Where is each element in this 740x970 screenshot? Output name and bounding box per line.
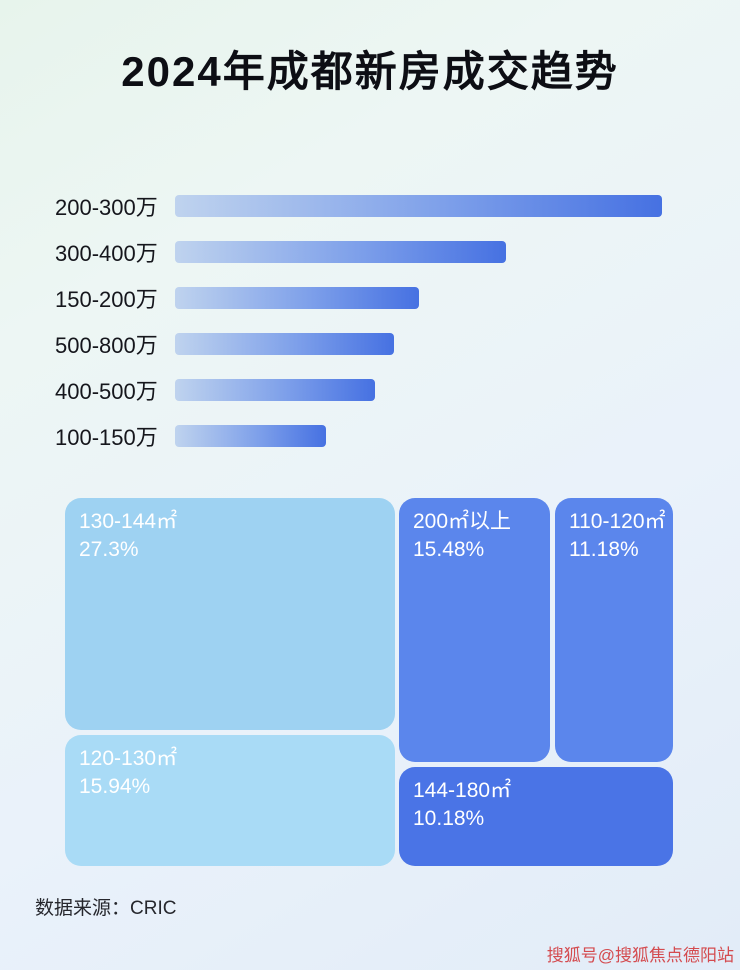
bar-row: 200-300万 <box>0 183 740 229</box>
bar-track <box>175 195 662 217</box>
treemap-block-120-130: 120-130㎡ 15.94% <box>65 735 395 866</box>
treemap-block-label: 144-180㎡ <box>413 779 512 802</box>
bar-row: 500-800万 <box>0 321 740 367</box>
bar-label: 200-300万 <box>55 195 158 220</box>
bar-row: 150-200万 <box>0 275 740 321</box>
bar-track <box>175 241 662 263</box>
page-title: 2024年成都新房成交趋势 <box>121 48 619 95</box>
treemap-block-value: 10.18% <box>413 807 485 831</box>
bar <box>175 379 375 401</box>
bar <box>175 241 507 263</box>
data-source-label: 数据来源：CRIC <box>35 898 177 919</box>
bar <box>175 425 326 447</box>
treemap-block-value: 15.94% <box>79 775 151 799</box>
bar-label: 400-500万 <box>55 379 158 404</box>
bar-label: 500-800万 <box>55 333 158 358</box>
bar <box>175 333 395 355</box>
price-band-bar-chart: 200-300万 300-400万 150-200万 500-800万 400-… <box>0 183 740 459</box>
treemap-block-200-plus: 200㎡以上 15.48% <box>399 498 550 762</box>
treemap-block-value: 11.18% <box>569 538 639 562</box>
bar-row: 300-400万 <box>0 229 740 275</box>
bar-track <box>175 333 662 355</box>
treemap-block-144-180: 144-180㎡ 10.18% <box>399 767 673 866</box>
treemap-block-label: 130-144㎡ <box>79 510 178 533</box>
bar <box>175 195 662 217</box>
treemap-block-label: 200㎡以上 <box>413 510 512 533</box>
bar-track <box>175 379 662 401</box>
watermark: 搜狐号@搜狐焦点德阳站 <box>546 946 734 965</box>
bar <box>175 287 419 309</box>
bar-row: 100-150万 <box>0 413 740 459</box>
treemap-block-130-144: 130-144㎡ 27.3% <box>65 498 395 730</box>
treemap-block-value: 15.48% <box>413 538 485 562</box>
treemap-block-label: 120-130㎡ <box>79 747 178 770</box>
treemap-block-110-120: 110-120㎡ 11.18% <box>555 498 673 762</box>
bar-label: 100-150万 <box>55 425 158 450</box>
bar-row: 400-500万 <box>0 367 740 413</box>
area-band-treemap: 130-144㎡ 27.3% 120-130㎡ 15.94% 200㎡以上 15… <box>65 498 673 866</box>
bar-track <box>175 287 662 309</box>
bar-track <box>175 425 662 447</box>
bar-label: 150-200万 <box>55 287 158 312</box>
bar-label: 300-400万 <box>55 241 158 266</box>
treemap-block-value: 27.3% <box>79 538 139 562</box>
treemap-block-label: 110-120㎡ <box>569 510 666 533</box>
